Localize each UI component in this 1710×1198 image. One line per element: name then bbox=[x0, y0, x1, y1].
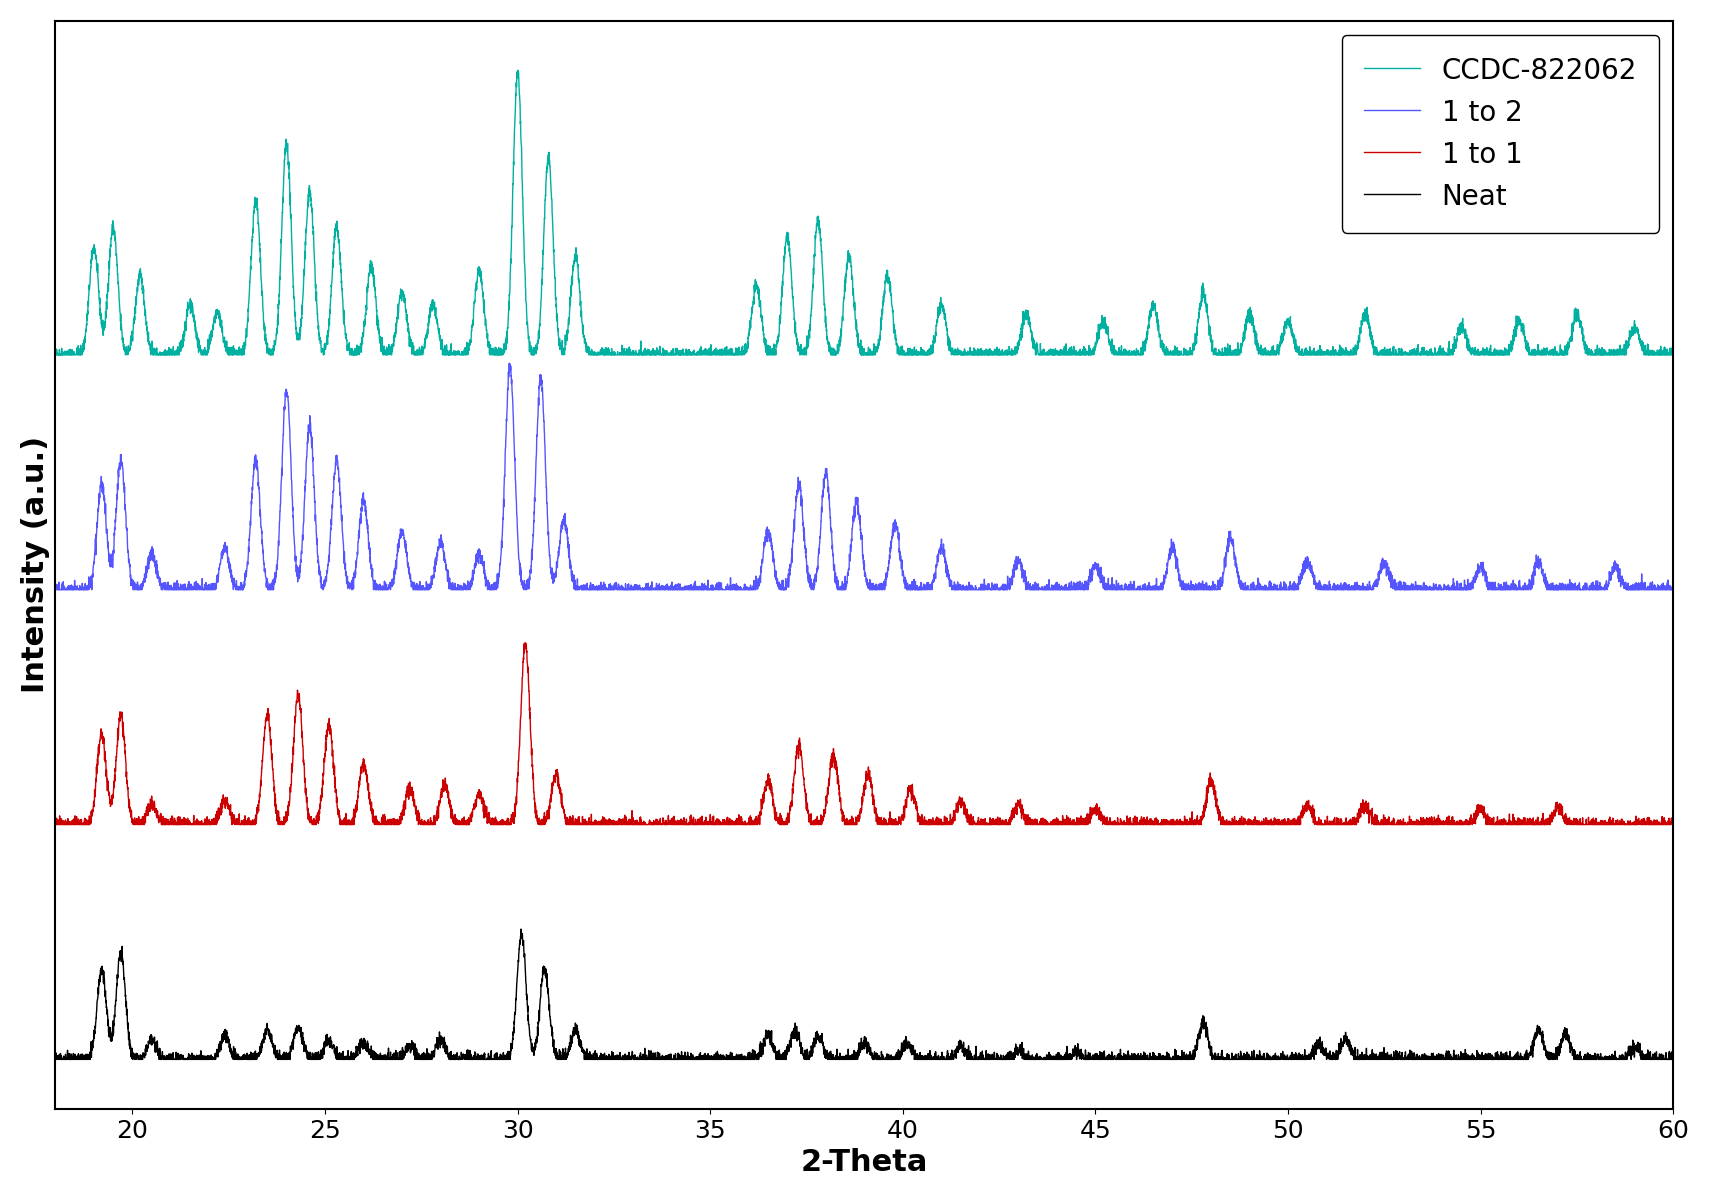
1 to 2 bbox=[1245, 582, 1265, 597]
CCDC-822062 bbox=[1662, 340, 1683, 355]
CCDC-822062 bbox=[44, 346, 65, 361]
CCDC-822062 bbox=[127, 285, 147, 300]
Y-axis label: Intensity (a.u.): Intensity (a.u.) bbox=[21, 436, 50, 694]
CCDC-822062 bbox=[508, 63, 528, 78]
1 to 2 bbox=[499, 356, 520, 370]
1 to 1 bbox=[1002, 807, 1023, 822]
1 to 2 bbox=[631, 582, 652, 597]
CCDC-822062 bbox=[631, 347, 652, 362]
Neat bbox=[1002, 1048, 1023, 1063]
1 to 1 bbox=[1332, 813, 1353, 828]
Line: 1 to 2: 1 to 2 bbox=[55, 363, 1672, 589]
Neat bbox=[1662, 1049, 1683, 1064]
1 to 1 bbox=[127, 811, 147, 825]
1 to 1 bbox=[631, 817, 652, 831]
Neat bbox=[1074, 1048, 1094, 1063]
X-axis label: 2-Theta: 2-Theta bbox=[800, 1148, 929, 1178]
1 to 1 bbox=[1245, 813, 1265, 828]
1 to 1 bbox=[1662, 816, 1683, 830]
CCDC-822062 bbox=[1332, 347, 1353, 362]
Neat bbox=[511, 922, 532, 937]
CCDC-822062 bbox=[1074, 344, 1094, 358]
1 to 1 bbox=[46, 817, 67, 831]
CCDC-822062 bbox=[46, 347, 67, 362]
1 to 1 bbox=[44, 815, 65, 829]
Line: Neat: Neat bbox=[55, 930, 1672, 1059]
1 to 1 bbox=[1074, 816, 1094, 830]
Legend: CCDC-822062, 1 to 2, 1 to 1, Neat: CCDC-822062, 1 to 2, 1 to 1, Neat bbox=[1342, 35, 1659, 232]
CCDC-822062 bbox=[1002, 344, 1023, 358]
1 to 2 bbox=[1074, 582, 1094, 597]
1 to 2 bbox=[1330, 582, 1351, 597]
1 to 1 bbox=[515, 636, 535, 651]
1 to 2 bbox=[44, 582, 65, 597]
Line: 1 to 1: 1 to 1 bbox=[55, 643, 1672, 824]
Neat bbox=[1330, 1042, 1351, 1057]
Neat bbox=[127, 1046, 147, 1060]
Neat bbox=[631, 1052, 652, 1066]
1 to 2 bbox=[1002, 570, 1023, 585]
1 to 2 bbox=[127, 580, 147, 594]
Neat bbox=[44, 1052, 65, 1066]
1 to 2 bbox=[1662, 581, 1683, 595]
Line: CCDC-822062: CCDC-822062 bbox=[55, 71, 1672, 355]
CCDC-822062 bbox=[1245, 327, 1265, 341]
Neat bbox=[1245, 1052, 1265, 1066]
